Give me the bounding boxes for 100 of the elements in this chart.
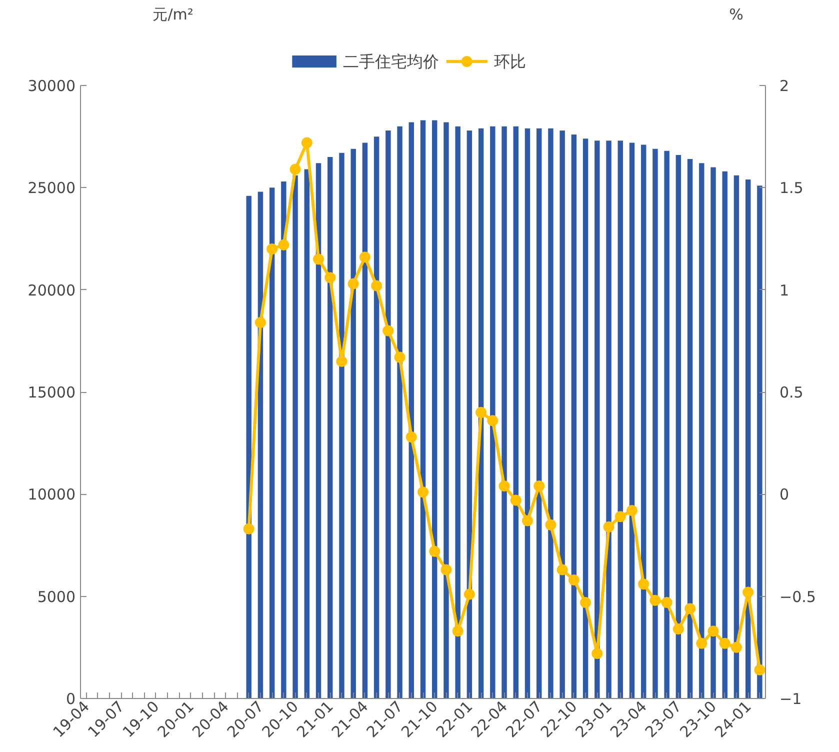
bar <box>466 130 472 698</box>
bar <box>687 159 693 698</box>
bar <box>594 140 600 698</box>
point <box>534 480 545 492</box>
bar <box>478 128 484 698</box>
y2-tick-label: 1 <box>780 281 790 300</box>
bar <box>246 196 252 698</box>
bar <box>652 148 658 698</box>
bar <box>548 128 554 698</box>
point <box>266 243 278 254</box>
point <box>464 588 475 600</box>
point <box>672 624 684 635</box>
point <box>382 325 394 336</box>
point <box>638 578 650 590</box>
point <box>452 626 464 637</box>
bar <box>350 148 356 698</box>
point <box>510 494 522 506</box>
point <box>580 596 592 608</box>
point <box>661 596 672 608</box>
point <box>498 480 510 492</box>
bar <box>432 120 438 698</box>
point <box>603 521 614 532</box>
point <box>394 352 406 363</box>
bar <box>513 126 518 698</box>
text: 元/m² <box>152 6 194 24</box>
bar <box>640 144 646 698</box>
point <box>650 594 661 606</box>
y-tick-label: 5000 <box>37 588 76 606</box>
text: % <box>729 6 744 24</box>
point <box>243 523 254 534</box>
y-tick-label: 30000 <box>28 77 76 95</box>
y-tick-label: 25000 <box>28 179 76 198</box>
bar <box>397 126 402 698</box>
point <box>742 586 754 598</box>
point <box>429 546 440 557</box>
point <box>359 252 370 263</box>
point <box>336 356 348 367</box>
bar <box>745 179 751 698</box>
y2-tick-label: −0.5 <box>780 588 816 606</box>
y2-tick-label: 1.5 <box>780 179 804 198</box>
point <box>568 574 580 586</box>
point <box>754 664 766 676</box>
bar <box>757 186 762 698</box>
point <box>301 137 312 148</box>
point <box>278 239 290 250</box>
point <box>614 511 626 522</box>
point <box>313 254 324 265</box>
bar <box>606 140 612 698</box>
legend-label: 二手住宅均价 <box>343 52 440 71</box>
point <box>406 431 417 442</box>
point <box>730 642 742 653</box>
bar <box>420 120 426 698</box>
bar <box>269 188 275 698</box>
point <box>254 317 266 328</box>
bar <box>292 175 298 698</box>
point <box>487 415 498 426</box>
bar <box>502 126 507 698</box>
bar <box>618 140 623 698</box>
y-tick-label: 10000 <box>28 486 76 504</box>
bar <box>629 142 635 698</box>
bar <box>524 128 530 698</box>
bar <box>386 130 391 698</box>
bar <box>339 152 344 698</box>
bar <box>536 128 542 698</box>
point <box>290 164 301 175</box>
point <box>440 564 452 576</box>
bar <box>582 138 588 698</box>
bar <box>455 126 460 698</box>
point <box>324 272 336 284</box>
bar <box>699 163 704 698</box>
bar <box>490 126 496 698</box>
point <box>522 515 533 526</box>
point <box>592 648 603 660</box>
bar <box>444 122 449 698</box>
bar <box>316 163 322 698</box>
point <box>371 280 382 292</box>
point <box>708 626 719 637</box>
point <box>556 564 568 576</box>
point <box>719 638 730 649</box>
point <box>348 278 359 290</box>
bar <box>571 134 577 698</box>
legend-label: 环比 <box>494 52 526 71</box>
bar <box>560 130 565 698</box>
bar <box>664 150 670 698</box>
point <box>696 638 708 649</box>
y-tick-label: 20000 <box>28 281 76 300</box>
point <box>545 519 556 530</box>
bar <box>304 169 310 698</box>
y-tick-label: 15000 <box>28 384 76 402</box>
y2-tick-label: −1 <box>780 690 802 708</box>
y2-tick-label: 0.5 <box>780 384 804 402</box>
point <box>476 406 487 418</box>
bar <box>362 142 368 698</box>
bar <box>710 167 716 698</box>
point <box>418 486 428 498</box>
bar <box>328 157 333 698</box>
bar <box>722 171 728 698</box>
bar <box>374 136 380 698</box>
bar <box>676 154 682 698</box>
y2-tick-label: 2 <box>780 77 790 95</box>
